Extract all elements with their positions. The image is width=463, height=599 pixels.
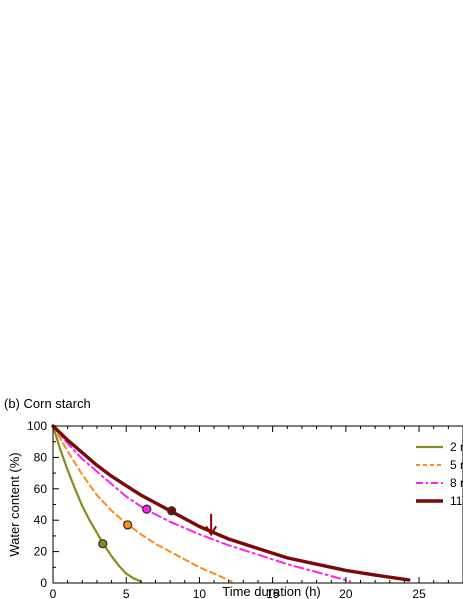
y-tick-label: 100 <box>27 419 47 433</box>
legend-layer: 2 r 5 r 8 r 11 <box>416 440 463 508</box>
y-tick-label: 20 <box>34 545 48 559</box>
series-line-1 <box>52 425 233 583</box>
x-tick-label: 5 <box>123 587 130 599</box>
series-marker-2 <box>142 504 152 514</box>
series-layer <box>51 424 411 583</box>
x-tick-label: 0 <box>50 587 57 599</box>
y-tick-label: 80 <box>34 450 48 464</box>
x-tick-label: 25 <box>412 587 426 599</box>
arrow-head <box>205 525 217 537</box>
series-line-3 <box>51 424 411 582</box>
x-tick-label: 20 <box>339 587 353 599</box>
x-axis-label: Time duration (h) <box>222 584 321 599</box>
axes-layer: 0 5 10 15 20 25 0 20 40 60 80 100 Time duration (h) W… <box>7 419 463 599</box>
series-marker-0 <box>98 539 108 549</box>
x-tick-label: 15 <box>266 587 280 599</box>
marker-layer <box>98 504 217 549</box>
panel-title: (b) Corn starch <box>4 396 91 411</box>
y-tick-label: 60 <box>34 482 48 496</box>
series-line-2 <box>52 425 352 583</box>
y-axis-label: Water content (%) <box>7 452 22 556</box>
x-tick-label: 10 <box>193 587 207 599</box>
y-tick-label: 40 <box>34 513 48 527</box>
legend-label-3: 11 <box>450 494 463 508</box>
series-line-0 <box>51 424 142 583</box>
y-tick-label: 0 <box>40 576 47 590</box>
legend-label-1: 5 r <box>450 458 463 472</box>
legend-label-0: 2 r <box>450 440 463 454</box>
legend-label-2: 8 r <box>450 476 463 490</box>
series-marker-3 <box>166 506 177 516</box>
series-marker-1 <box>123 520 133 530</box>
